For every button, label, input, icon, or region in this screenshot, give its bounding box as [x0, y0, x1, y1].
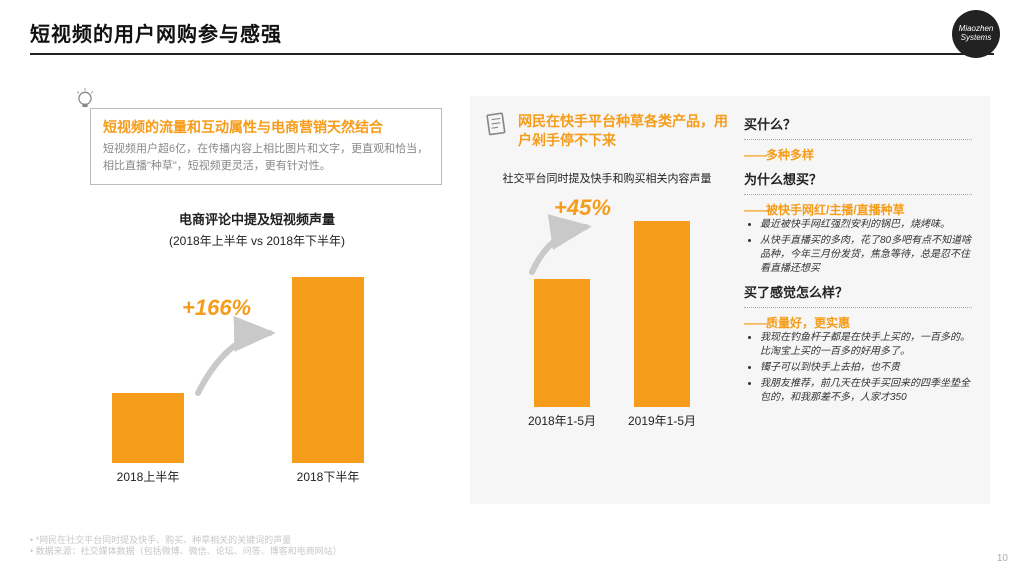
chart-bar: [534, 279, 590, 407]
qa-bullet: 我现在钓鱼杆子都是在快手上买的，一百多的。比淘宝上买的一百多的好用多了。: [760, 331, 972, 359]
chart-arrow-icon: [192, 327, 282, 402]
page-number: 10: [997, 553, 1008, 564]
right-chart-column: 网民在快手平台种草各类产品，用户剁手停不下来 社交平台同时提及快手和购买相关内容…: [470, 96, 738, 504]
qa-question: 为什么想买？: [744, 169, 972, 188]
chart1-area: 2018上半年 2018下半年 +166%: [82, 265, 432, 485]
chart2-subtitle: 社交平台同时提及快手和购买相关内容声量: [484, 172, 730, 187]
footnotes: *网民在社交平台同时提及快手、购买、种草相关的关键词的声量数据来源：社交媒体数据…: [30, 535, 342, 558]
qa-bullet: 我朋友推荐，前几天在快手买回来的四季坐垫全包的，和我那差不多，人家才350: [760, 377, 972, 405]
lightbulb-icon: [72, 88, 98, 114]
page-title: 短视频的用户网购参与感强: [30, 18, 994, 47]
qa-answer: 质量好，更实惠: [744, 314, 972, 331]
chart-delta-label: +45%: [554, 195, 611, 221]
qa-separator: [744, 194, 972, 195]
chart-bar: [112, 393, 184, 463]
chart1-title: 电商评论中提及短视频声量: [72, 209, 442, 228]
qa-column: 买什么？ 多种多样为什么想买？ 被快手网红/主播/直播种草最近被快手网红强烈安利的锅…: [738, 96, 990, 504]
left-column: 短视频的流量和互动属性与电商营销天然结合 短视频用户超6亿，在传播内容上相比图片…: [72, 108, 442, 485]
chart-delta-label: +166%: [182, 295, 251, 321]
right-heading: 网民在快手平台种草各类产品，用户剁手停不下来: [518, 112, 730, 150]
qa-bullet-list: 我现在钓鱼杆子都是在快手上买的，一百多的。比淘宝上买的一百多的好用多了。镯子可以…: [744, 331, 972, 405]
header: 短视频的用户网购参与感强: [30, 18, 994, 55]
qa-bullet: 最近被快手网红强烈安利的锅巴，烧烤味。: [760, 218, 972, 232]
callout-title: 短视频的流量和互动属性与电商营销天然结合: [103, 117, 429, 137]
callout-box: 短视频的流量和互动属性与电商营销天然结合 短视频用户超6亿，在传播内容上相比图片…: [90, 108, 442, 185]
qa-question: 买什么？: [744, 114, 972, 133]
chart-arrow-icon: [526, 221, 596, 281]
chart-bar-label: 2018年1-5月: [518, 412, 606, 429]
qa-answer: 多种多样: [744, 146, 972, 163]
chart1-subtitle: (2018年上半年 vs 2018年下半年): [72, 232, 442, 249]
right-panel: 网民在快手平台种草各类产品，用户剁手停不下来 社交平台同时提及快手和购买相关内容…: [470, 96, 990, 504]
chart-bar-label: 2018下半年: [276, 468, 380, 485]
qa-bullet: 从快手直播买的多肉，花了80多吧有点不知道啥品种，今年三月份发货，焦急等待，总是…: [760, 234, 972, 276]
qa-separator: [744, 139, 972, 140]
qa-question: 买了感觉怎么样？: [744, 282, 972, 301]
qa-bullet: 镯子可以到快手上去拍，也不贵: [760, 361, 972, 375]
chart-bar: [292, 277, 364, 463]
chart-bar: [634, 221, 690, 407]
qa-separator: [744, 307, 972, 308]
callout-body: 短视频用户超6亿，在传播内容上相比图片和文字，更直观和恰当，相比直播"种草"，短…: [103, 141, 429, 174]
qa-bullet-list: 最近被快手网红强烈安利的锅巴，烧烤味。从快手直播买的多肉，花了80多吧有点不知道…: [744, 218, 972, 276]
brand-logo: Miaozhen Systems: [952, 10, 1000, 58]
document-icon: [484, 112, 510, 138]
chart-bar-label: 2019年1-5月: [618, 412, 706, 429]
footnote-line: *网民在社交平台同时提及快手、购买、种草相关的关键词的声量: [30, 535, 342, 547]
footnote-line: 数据来源：社交媒体数据（包括微博、微信、论坛、问答、博客和电商网站）: [30, 546, 342, 558]
chart2-area: 2018年1-5月2019年1-5月+45%: [504, 199, 724, 429]
qa-answer: 被快手网红/主播/直播种草: [744, 201, 972, 218]
chart-bar-label: 2018上半年: [96, 468, 200, 485]
